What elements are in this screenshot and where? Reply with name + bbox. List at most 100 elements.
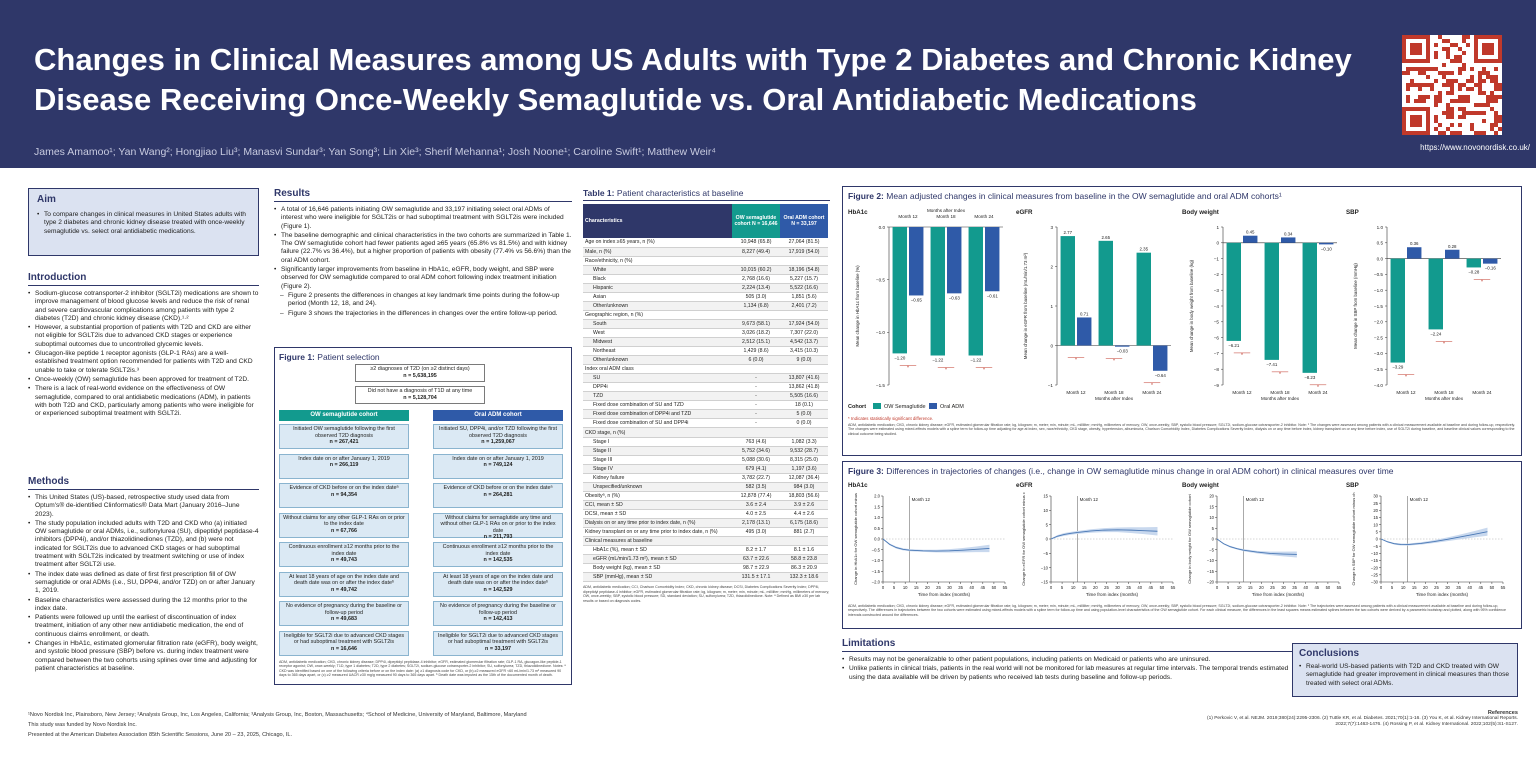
x-tick-label: 25 [1104, 585, 1109, 590]
qr-module [1418, 87, 1422, 91]
methods-list: This United States (US)-based, retrospec… [28, 494, 259, 673]
y-tick-label: 5 [1212, 526, 1215, 531]
qr-module [1450, 99, 1454, 103]
qr-module [1422, 99, 1426, 103]
affiliations: ¹Novo Nordisk Inc, Plainsboro, New Jerse… [28, 712, 527, 718]
results-bullet: The baseline demographic and clinical ch… [274, 232, 572, 265]
table-cell-ow: - [732, 391, 780, 402]
chart-title: Body weight [1182, 209, 1219, 216]
bar-ow-semaglutide [1136, 252, 1151, 346]
confidence-band [1051, 526, 1158, 540]
table-cell-adm: 984 (3.0) [780, 482, 828, 492]
table-cell-adm [780, 364, 828, 375]
y-axis-label: Mean change in body weight from baseline… [1189, 259, 1194, 352]
introduction-list: Sodium-glucose cotransporter-2 inhibitor… [28, 290, 259, 418]
qr-code-icon[interactable] [1402, 35, 1502, 135]
trajectory-chart-body-weight: Body weight −20 −15 −10 −5 0 5 10 15 20 0 5 10 15 20 25… [1182, 482, 1342, 597]
qr-module [1402, 71, 1406, 75]
table-cell-ow: - [732, 418, 780, 429]
table-cell-adm: 4.4 ± 2.6 [780, 509, 828, 519]
poster-header: Changes in Clinical Measures among US Ad… [0, 0, 1536, 168]
qr-module [1498, 83, 1502, 87]
flow-count: n = 266,119 [329, 462, 359, 468]
table-cell-ow: - [732, 382, 780, 393]
data-label-ow: −3.29 [1392, 365, 1404, 370]
table-cell-adm: 13,862 (41.8) [780, 382, 828, 393]
qr-module [1426, 83, 1430, 87]
qr-module [1462, 115, 1466, 119]
table-cell-adm: 9 (0.0) [780, 355, 828, 366]
qr-module [1442, 75, 1446, 79]
x-tick-label: 10 [1071, 585, 1076, 590]
x-tick-label: 35 [1456, 585, 1461, 590]
y-tick-label: −1 [1048, 383, 1054, 388]
flow-count: n = 142,413 [483, 616, 513, 622]
confidence-band [1217, 538, 1297, 558]
qr-module [1458, 83, 1462, 87]
bar-ow-semaglutide [1226, 242, 1241, 341]
table-cell-label: Kidney transplant on or any time prior t… [583, 527, 732, 538]
y-axis-label: Mean change in eGFR from baseline (mL/mi… [1023, 252, 1028, 359]
qr-module [1446, 115, 1450, 119]
significance-star: * [1481, 279, 1483, 285]
table-cell-ow [732, 310, 780, 320]
bar-ow-semaglutide [1060, 236, 1075, 346]
qr-module [1462, 67, 1466, 71]
figure-3-plot-area: HbA1c −2.0 −1.5 −1.0 −0.5 0.0 0.5 1.0 1.5 2.0 0 5 10… [848, 482, 1506, 597]
x-tick-label: 30 [1445, 585, 1450, 590]
qr-module [1446, 47, 1450, 51]
qr-module [1494, 67, 1498, 71]
table-cell-adm: 58.8 ± 23.8 [780, 554, 828, 565]
qr-module [1446, 83, 1450, 87]
table-cell-ow: 582 (3.5) [732, 482, 780, 492]
table-cell-adm [780, 536, 828, 547]
table-row: Geographic region, n (%) [583, 310, 828, 320]
table-cell-adm: 881 (2.7) [780, 527, 828, 538]
table-cell-label: West [583, 328, 732, 339]
figure-2-caption: Mean adjusted changes in clinical measur… [886, 191, 1282, 201]
qr-module [1450, 111, 1454, 115]
qr-module [1446, 91, 1450, 95]
bar-oral-adm [1077, 317, 1092, 346]
y-tick-label: −0.5 [872, 547, 881, 552]
significance-star: * [1443, 341, 1445, 347]
bar-oral-adm [909, 227, 924, 296]
x-tick-label: 40 [969, 585, 974, 590]
methods-heading: Methods [28, 476, 259, 490]
qr-module [1490, 99, 1494, 103]
table-row: Northeast 1,429 (8.6) 3,415 (10.3) [583, 346, 828, 357]
qr-module [1418, 95, 1422, 99]
figure-1-caption: Patient selection [317, 352, 380, 362]
y-tick-label: −30 [1371, 580, 1379, 585]
y-axis-label: Change in body weight for OW semaglutide… [1187, 493, 1192, 583]
figure-1-title: Figure 1: Patient selection [279, 352, 567, 362]
flow-text: No evidence of pregnancy during the base… [286, 603, 402, 616]
table-cell-ow: 98.7 ± 22.9 [732, 563, 780, 574]
significance-star: * [945, 368, 947, 374]
y-tick-label: −10 [1371, 551, 1379, 556]
flow-count: n = 49,742 [331, 586, 357, 593]
table-row: Stage III 5,088 (30.6) 8,315 (25.0) [583, 455, 828, 465]
qr-module [1434, 115, 1438, 119]
table-cell-ow: - [732, 400, 780, 411]
x-tick-label: 25 [936, 585, 941, 590]
flow-text: ≥2 diagnoses of T2D (on ≥2 distinct days… [370, 366, 470, 372]
qr-module [1458, 123, 1462, 127]
y-tick-label: −6 [1214, 335, 1220, 340]
qr-module [1498, 95, 1502, 99]
figure-3-title: Figure 3: Differences in trajectories of… [848, 466, 1394, 476]
results-sub-bullet: Figure 2 presents the differences in cha… [274, 292, 572, 309]
y-tick-label: 0.0 [879, 225, 886, 230]
flow-step-box: At least 18 years of age on the index da… [279, 571, 409, 597]
qr-module [1494, 115, 1498, 119]
table-cell-adm [780, 427, 828, 438]
qr-module [1478, 87, 1482, 91]
qr-url[interactable]: https://www.novonordisk.co.uk/ [1420, 143, 1530, 152]
confidence-band [1381, 527, 1488, 546]
qr-module [1434, 79, 1438, 83]
flow-step-box: At least 18 years of age on the index da… [433, 571, 563, 597]
flow-count: n = 49,743 [331, 557, 357, 563]
y-tick-label: 0.5 [874, 526, 880, 531]
x-tick-label: 10 [1401, 585, 1406, 590]
figure-3-trajectory-charts: Figure 3: Differences in trajectories of… [842, 461, 1522, 629]
